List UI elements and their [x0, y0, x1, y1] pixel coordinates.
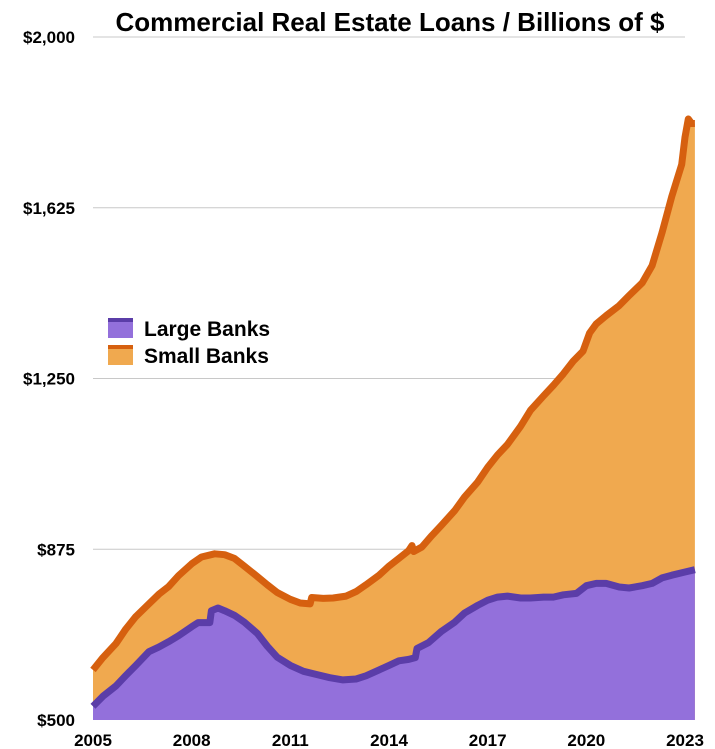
legend-swatch-large-banks — [108, 318, 133, 338]
y-tick-label-2: $1,250 — [23, 370, 75, 389]
legend-swatch-small-banks — [108, 345, 133, 365]
x-axis-tick-labels: 2005 2008 2011 2014 2017 2020 2023 — [74, 731, 704, 749]
series-areas — [90, 115, 696, 720]
x-tick-label-5: 2020 — [567, 731, 605, 749]
series-line-large-banks — [90, 566, 696, 709]
y-tick-label-3: $1,625 — [23, 199, 75, 218]
x-tick-label-0: 2005 — [74, 731, 112, 749]
y-tick-label-4: $2,000 — [23, 28, 75, 47]
legend-swatch-line-small-banks — [108, 345, 133, 349]
y-axis-tick-labels: $500 $875 $1,250 $1,625 $2,000 — [23, 28, 75, 730]
y-tick-label-0: $500 — [37, 711, 75, 730]
series-line-small-banks — [90, 115, 696, 673]
x-tick-label-6: 2023 — [666, 731, 704, 749]
legend: Large Banks Small Banks — [108, 318, 270, 368]
legend-swatch-line-large-banks — [108, 318, 133, 322]
x-tick-label-4: 2017 — [469, 731, 507, 749]
legend-label-large-banks: Large Banks — [144, 318, 270, 341]
series-area-large-banks — [93, 569, 695, 720]
x-tick-label-2: 2011 — [272, 731, 309, 749]
x-tick-label-3: 2014 — [370, 731, 408, 749]
legend-label-small-banks: Small Banks — [144, 345, 269, 368]
x-tick-label-1: 2008 — [173, 731, 211, 749]
chart-title: Commercial Real Estate Loans / Billions … — [115, 7, 665, 37]
y-tick-label-1: $875 — [37, 540, 75, 559]
